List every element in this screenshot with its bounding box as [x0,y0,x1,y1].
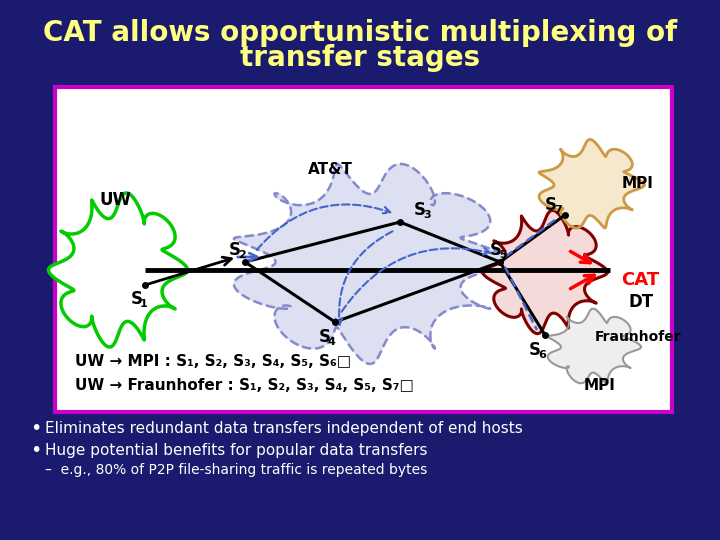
Text: MPI: MPI [622,176,654,191]
Text: 3: 3 [423,210,431,220]
Text: Huge potential benefits for popular data transfers: Huge potential benefits for popular data… [45,442,428,457]
Text: 1: 1 [140,299,148,309]
Text: 7: 7 [554,205,562,215]
Text: 6: 6 [538,350,546,360]
Text: CAT: CAT [621,271,659,289]
Text: Fraunhofer: Fraunhofer [595,330,681,344]
Text: S: S [414,201,426,219]
Text: S: S [319,328,331,346]
Text: 2: 2 [238,250,246,260]
Text: S: S [131,290,143,308]
Text: –  e.g., 80% of P2P file-sharing traffic is repeated bytes: – e.g., 80% of P2P file-sharing traffic … [45,463,427,477]
Text: transfer stages: transfer stages [240,44,480,72]
Polygon shape [548,309,641,383]
Text: •: • [30,441,41,460]
Text: MPI: MPI [584,379,616,394]
Text: UW: UW [99,191,131,209]
Text: S: S [229,241,241,259]
Polygon shape [234,164,512,364]
Text: S: S [545,196,557,214]
Text: Eliminates redundant data transfers independent of end hosts: Eliminates redundant data transfers inde… [45,421,523,435]
Polygon shape [482,210,608,334]
Text: S: S [529,341,541,359]
Polygon shape [48,193,188,347]
Text: •: • [30,418,41,437]
Text: S: S [490,241,502,259]
Text: DT: DT [629,293,654,311]
Polygon shape [539,139,644,228]
FancyBboxPatch shape [55,87,672,412]
Text: 5: 5 [499,250,507,260]
Text: UW → Fraunhofer : S₁, S₂, S₃, S₄, S₅, S₇□: UW → Fraunhofer : S₁, S₂, S₃, S₄, S₅, S₇… [75,379,414,394]
Text: AT&T: AT&T [307,163,352,178]
Text: UW → MPI : S₁, S₂, S₃, S₄, S₅, S₆□: UW → MPI : S₁, S₂, S₃, S₄, S₅, S₆□ [75,354,351,369]
Text: 4: 4 [328,337,336,347]
Text: CAT allows opportunistic multiplexing of: CAT allows opportunistic multiplexing of [43,19,677,47]
